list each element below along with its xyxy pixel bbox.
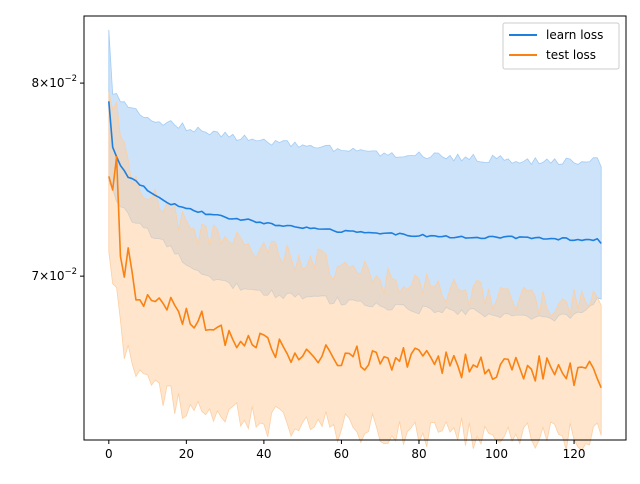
- x-tick-label: 0: [105, 447, 113, 461]
- x-tick-label: 60: [334, 447, 349, 461]
- legend-label-learn-loss: learn loss: [546, 28, 603, 42]
- line-learn-loss: [108, 101, 602, 244]
- line-test-loss: [108, 156, 602, 389]
- lines-layer: [108, 101, 602, 389]
- x-tick-label: 120: [563, 447, 586, 461]
- y-axis: 7×10−2 8×10−2: [32, 74, 84, 283]
- x-tick-label: 80: [411, 447, 426, 461]
- legend-label-test-loss: test loss: [546, 48, 596, 62]
- y-tick-label: 8×10−2: [32, 74, 78, 90]
- x-tick-label: 40: [256, 447, 271, 461]
- band-test-loss: [108, 92, 602, 451]
- bands-layer: [108, 29, 602, 451]
- y-tick-label: 7×10−2: [32, 267, 78, 283]
- x-axis: 0 20 40 60 80 100 120: [105, 440, 586, 461]
- axes-frame: [83, 15, 627, 441]
- x-tick-label: 100: [485, 447, 508, 461]
- legend: learn loss test loss: [502, 22, 620, 70]
- x-tick-label: 20: [179, 447, 194, 461]
